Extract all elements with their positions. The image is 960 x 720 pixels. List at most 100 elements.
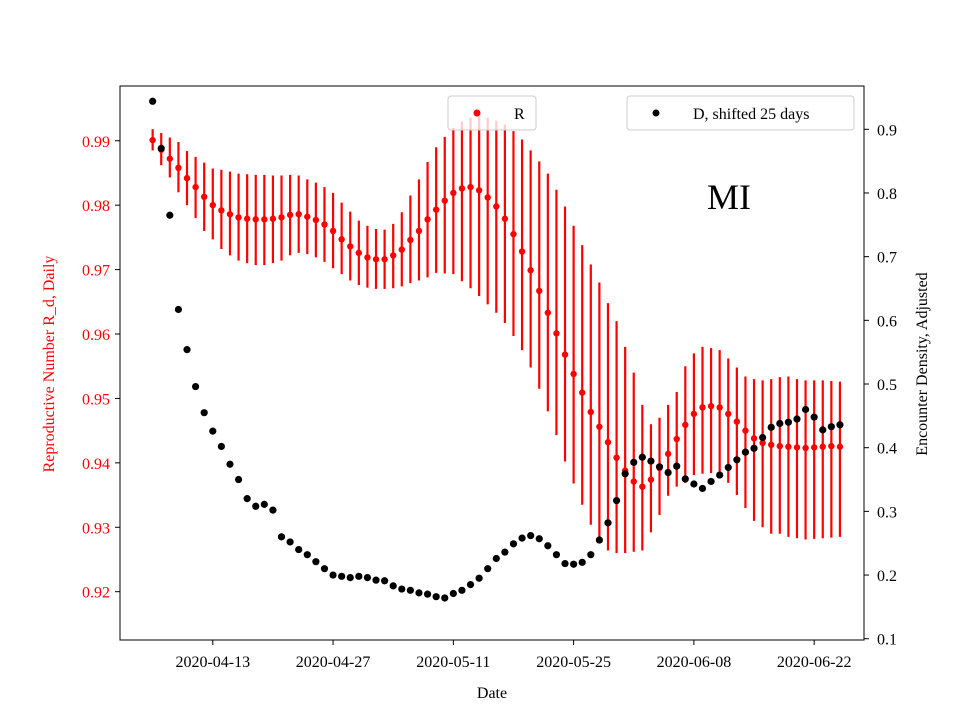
r-point: [200, 193, 208, 200]
d-point: [200, 409, 208, 417]
r-point: [836, 443, 844, 450]
d-point: [484, 565, 492, 573]
d-point: [767, 423, 775, 431]
d-point: [509, 540, 518, 548]
d-point: [561, 559, 569, 568]
r-point: [364, 254, 371, 261]
right-tick-label: 0.4: [877, 441, 897, 458]
d-point: [707, 477, 715, 486]
d-point: [630, 458, 638, 466]
d-point: [286, 538, 294, 546]
r-point: [553, 330, 560, 337]
r-point: [647, 476, 655, 483]
r-point: [269, 215, 277, 222]
d-point: [716, 471, 724, 479]
legend-d-label: D, shifted 25 days: [693, 106, 809, 123]
r-point: [828, 442, 835, 450]
r-point: [604, 439, 612, 446]
r-point: [742, 427, 749, 434]
r-point: [759, 439, 766, 447]
legend-d: D, shifted 25 days: [626, 95, 855, 131]
left-tick-label: 0.93: [82, 520, 110, 537]
d-point: [776, 419, 784, 428]
d-point: [389, 582, 397, 590]
r-point: [149, 136, 156, 144]
r-point: [415, 227, 423, 235]
left-tick-label: 0.99: [82, 134, 110, 151]
right-tick-label: 0.1: [877, 632, 897, 649]
d-point: [277, 533, 286, 541]
r-point: [716, 404, 723, 411]
r-point: [467, 183, 474, 191]
d-series: [149, 97, 844, 602]
r-point: [458, 185, 466, 192]
right-tick-label: 0.5: [877, 377, 897, 394]
left-axis-ticks: 0.92 0.93 0.94 0.95 0.96 0.97 0.98 0.99: [82, 134, 120, 602]
d-point: [149, 97, 157, 105]
legend-r-box: [447, 95, 537, 131]
r-point: [750, 435, 758, 442]
r-point: [329, 227, 337, 235]
d-point: [690, 480, 698, 488]
d-point: [260, 500, 268, 508]
right-tick-label: 0.6: [877, 313, 897, 330]
x-tick-label: 2020-04-13: [175, 654, 250, 671]
r-point: [819, 443, 826, 450]
d-point: [355, 572, 363, 580]
d-point: [449, 589, 457, 598]
r-point: [613, 454, 620, 461]
r-point: [235, 214, 242, 221]
right-tick-label: 0.8: [877, 186, 897, 203]
d-point: [492, 554, 500, 563]
d-point: [664, 468, 672, 477]
d-point: [441, 594, 449, 602]
r-point: [278, 214, 285, 221]
d-point: [647, 457, 655, 465]
right-tick-label: 0.9: [877, 122, 897, 139]
r-point: [733, 418, 741, 425]
left-axis-title: Reproductive Number R_d, Daily: [41, 256, 58, 473]
r-point: [776, 442, 784, 450]
d-point: [535, 535, 543, 543]
d-point: [673, 462, 681, 470]
r-point: [450, 189, 457, 197]
d-point: [759, 433, 767, 442]
right-tick-label: 0.2: [877, 568, 897, 585]
r-point: [510, 230, 517, 238]
right-tick-label: 0.7: [877, 250, 897, 267]
d-point: [801, 405, 810, 414]
x-tick-label: 2020-05-11: [416, 654, 490, 671]
r-point: [407, 236, 414, 244]
legend-r: R: [447, 95, 537, 131]
right-axis-ticks: 0.1 0.2 0.3 0.4 0.5 0.6 0.7 0.8 0.9: [864, 122, 897, 649]
d-point: [621, 470, 629, 478]
d-point: [269, 506, 277, 514]
r-point: [304, 213, 311, 220]
d-point: [681, 475, 689, 483]
d-point: [157, 144, 165, 153]
d-point: [312, 558, 320, 566]
d-point: [587, 551, 595, 559]
d-point: [458, 586, 466, 594]
left-tick-label: 0.94: [82, 456, 110, 473]
r-point: [802, 444, 809, 452]
d-point: [166, 211, 174, 219]
d-point: [827, 423, 835, 431]
r-point: [707, 402, 715, 410]
r-point: [424, 216, 431, 223]
d-point: [638, 453, 646, 461]
x-tick-label: 2020-06-08: [657, 654, 732, 671]
r-point: [518, 248, 526, 255]
d-point: [466, 581, 475, 589]
d-point: [406, 586, 414, 594]
legend-r-label: R: [514, 106, 525, 123]
r-point: [432, 206, 440, 213]
r-point: [321, 221, 328, 228]
d-point: [655, 463, 664, 471]
d-point: [475, 574, 483, 582]
d-point: [570, 560, 578, 568]
r-point: [441, 197, 448, 204]
r-point: [218, 207, 225, 214]
d-point: [527, 531, 535, 540]
d-point: [295, 545, 303, 554]
